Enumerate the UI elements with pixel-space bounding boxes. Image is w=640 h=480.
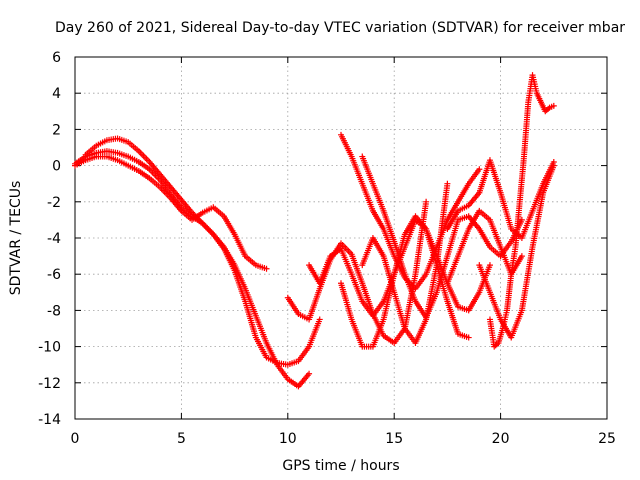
x-tick-label: 15 (385, 431, 403, 447)
series-arc-9 (359, 180, 451, 346)
data-point (263, 265, 270, 272)
series-arc-13 (486, 72, 557, 350)
series-arc-11 (444, 207, 525, 287)
data-point (316, 316, 323, 323)
data-point (444, 180, 451, 187)
y-tick-label: -14 (38, 412, 61, 428)
y-tick-label: -8 (47, 303, 61, 319)
y-axis-label: SDTVAR / TECUs (8, 181, 24, 296)
data-series (72, 72, 557, 390)
y-tick-label: 4 (52, 86, 61, 102)
x-tick-label: 20 (492, 431, 510, 447)
data-point (465, 334, 472, 341)
data-point (306, 370, 313, 377)
data-point (486, 262, 493, 269)
y-tick-label: -6 (47, 267, 61, 283)
y-tick-label: 6 (52, 50, 61, 66)
y-tick-label: 2 (52, 122, 61, 138)
data-point (550, 102, 557, 109)
grid-lines (75, 57, 607, 419)
plot-frame (74, 56, 608, 420)
x-tick-label: 5 (177, 431, 186, 447)
data-point (423, 198, 430, 205)
data-point (518, 216, 525, 223)
data-point (550, 162, 557, 169)
series-arc-10 (444, 157, 557, 241)
y-tick-label: -4 (47, 231, 61, 247)
series-arc-4 (284, 198, 430, 346)
y-tick-label: -2 (47, 195, 61, 211)
y-tick-label: 0 (52, 159, 61, 175)
x-axis-label: GPS time / hours (282, 458, 399, 474)
y-tick-label: -12 (38, 376, 61, 392)
series-arc-2 (82, 135, 323, 368)
x-tick-label: 25 (598, 431, 616, 447)
data-point (518, 253, 525, 260)
chart-title: Day 260 of 2021, Sidereal Day-to-day VTE… (55, 20, 625, 36)
series-arc-3 (72, 148, 313, 390)
axis-ticks: 0 5 10 15 20 25 -14 -12 -10 -8 -6 -4 -2 0 2 4 6 (38, 50, 616, 447)
x-tick-label: 10 (279, 431, 297, 447)
y-tick-label: -10 (38, 340, 61, 356)
data-point (476, 166, 483, 173)
series-arc-1 (72, 153, 270, 272)
x-tick-label: 0 (71, 431, 80, 447)
series-arc-12 (476, 162, 557, 341)
